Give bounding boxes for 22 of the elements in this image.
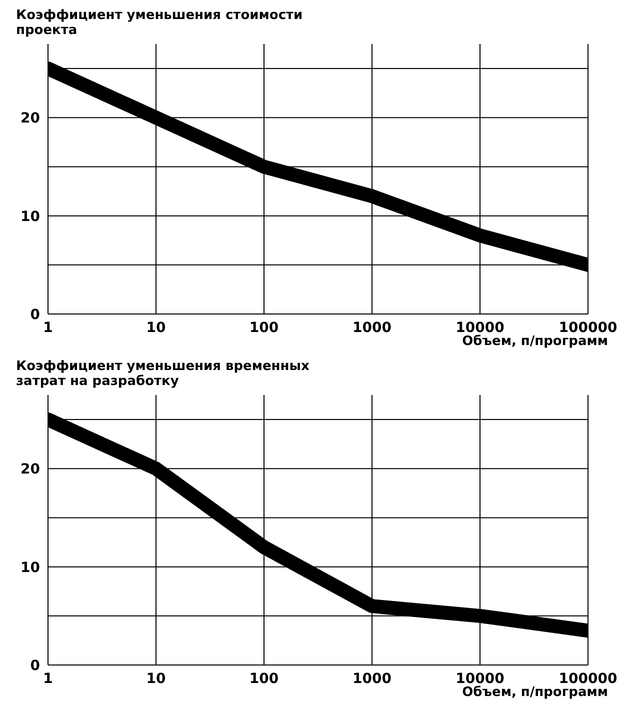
- chart-title: Коэффициент уменьшения стоимости проекта: [16, 8, 304, 38]
- y-tick-label: 0: [30, 306, 40, 323]
- y-tick-label: 10: [20, 208, 40, 225]
- x-tick-label: 1: [43, 320, 53, 336]
- x-tick-label: 10: [146, 320, 166, 336]
- y-tick-label: 20: [20, 110, 40, 127]
- x-tick-label: 100: [249, 320, 279, 336]
- x-tick-label: 10000: [456, 320, 505, 336]
- chart-title: Коэффициент уменьшения временных затрат на разработку: [16, 359, 310, 389]
- x-tick-label: 100: [249, 670, 279, 687]
- x-tick-label: 1000: [352, 320, 392, 336]
- x-tick-label: 10000: [456, 670, 505, 687]
- y-tick-label: 20: [20, 462, 40, 478]
- x-tick-label: 10: [146, 670, 166, 687]
- x-axis-title: Объем, п/программ: [461, 334, 608, 349]
- x-axis-title: Объем, п/программ: [461, 685, 608, 700]
- y-tick-label: 10: [20, 560, 40, 576]
- x-tick-label: 1: [43, 670, 53, 687]
- x-tick-label: 100000: [558, 320, 618, 336]
- x-tick-label: 1000: [352, 670, 392, 687]
- x-tick-label: 100000: [558, 670, 618, 687]
- y-tick-label: 0: [30, 658, 40, 674]
